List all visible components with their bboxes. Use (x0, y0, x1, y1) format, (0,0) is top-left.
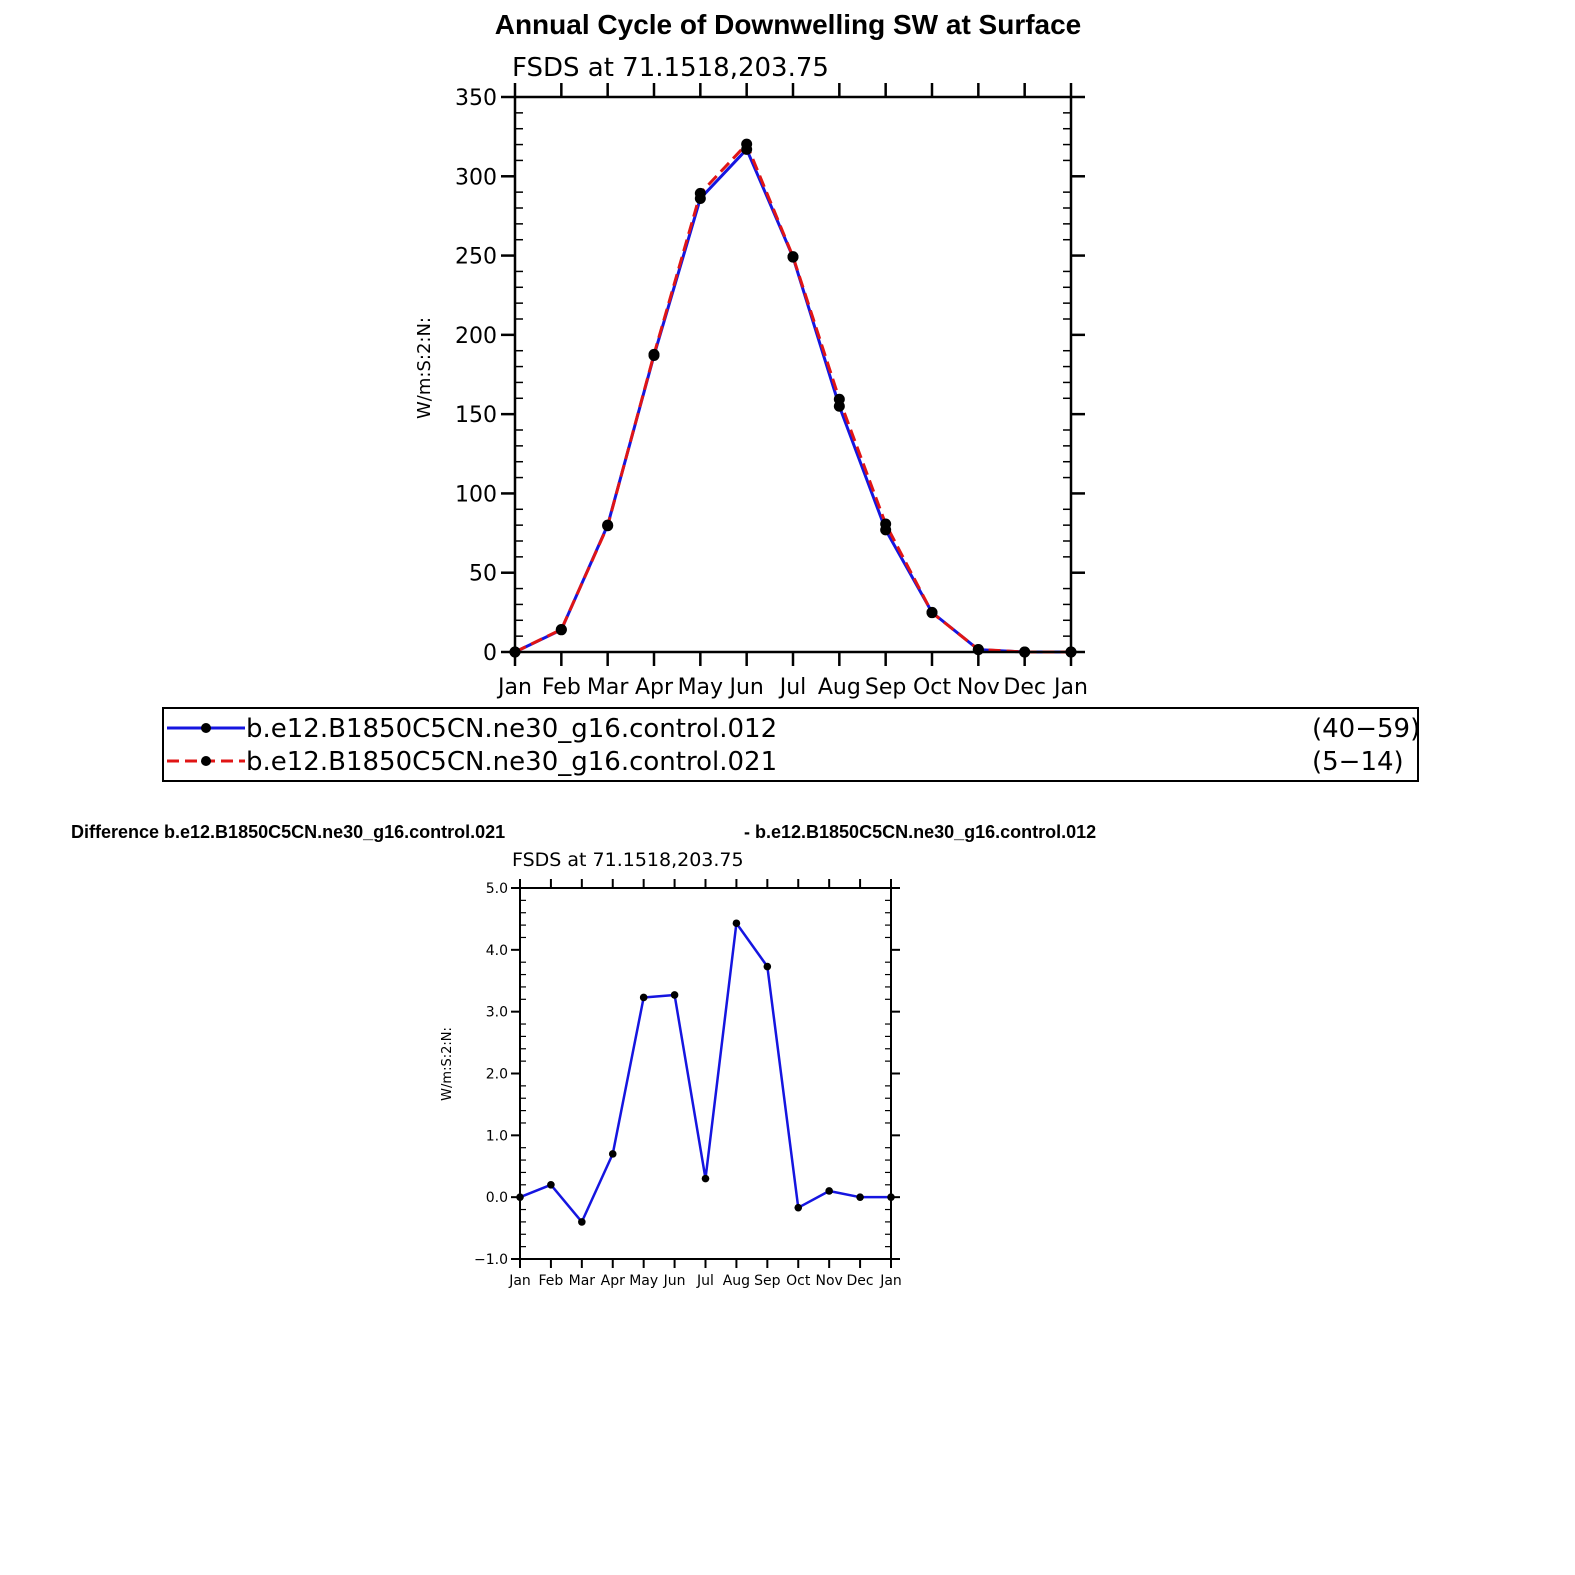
data-point (825, 1187, 833, 1195)
legend-marker-control-021 (201, 756, 211, 766)
data-point (547, 1181, 555, 1189)
series-line-0 (514, 147, 1071, 654)
legend-label-control-012: b.e12.B1850C5CN.ne30_g16.control.012 (246, 714, 777, 744)
data-point (732, 919, 741, 928)
data-point (602, 520, 614, 532)
data-point (639, 993, 648, 1002)
x-tick-label: Jan (879, 1273, 902, 1289)
x-tick-label: Oct (913, 675, 951, 700)
x-tick-label: Mar (569, 1273, 596, 1289)
x-tick-label: Jun (663, 1273, 686, 1289)
difference-subtitle: FSDS at 71.1518,203.75 (512, 849, 744, 871)
y-tick-label: 5.0 (486, 881, 508, 897)
x-tick-label: May (678, 675, 723, 700)
y-tick-label: 200 (455, 324, 497, 349)
y-tick-label: −1.0 (474, 1252, 508, 1268)
x-tick-label: Jul (696, 1273, 714, 1289)
data-point (856, 1193, 864, 1201)
x-tick-label: Apr (601, 1273, 625, 1289)
x-tick-label: Jan (508, 1273, 531, 1289)
x-tick-label: Dec (847, 1273, 874, 1289)
y-tick-label: 1.0 (486, 1128, 508, 1144)
y-tick-label: 250 (455, 245, 497, 270)
series-line-1 (514, 142, 1071, 654)
chart-subtitle: FSDS at 71.1518,203.75 (512, 53, 829, 83)
y-tick-label: 0 (483, 641, 497, 666)
x-tick-label: Sep (754, 1273, 781, 1289)
data-point (794, 1203, 803, 1212)
y-tick-label: 2.0 (486, 1067, 508, 1083)
y-tick-label: 0.0 (486, 1190, 508, 1206)
x-tick-label: Sep (865, 675, 906, 700)
data-point (787, 251, 799, 263)
legend-marker-control-012 (201, 723, 211, 733)
difference-title-right: - b.e12.B1850C5CN.ne30_g16.control.012 (744, 822, 1096, 842)
data-point (694, 187, 706, 199)
x-tick-label: Feb (542, 675, 581, 700)
difference-chart: Difference b.e12.B1850C5CN.ne30_g16.cont… (71, 822, 1096, 1289)
x-tick-label: Nov (957, 675, 1000, 700)
data-point (670, 991, 679, 999)
y-tick-label: 50 (469, 562, 497, 587)
x-tick-label: Jun (727, 675, 763, 700)
chart-title: Annual Cycle of Downwelling SW at Surfac… (495, 9, 1082, 40)
data-point (555, 623, 567, 635)
x-tick-label: Apr (635, 675, 674, 700)
y-axis-label: W/m:S:2:N: (414, 317, 435, 419)
x-tick-label: Nov (816, 1273, 843, 1289)
data-point (578, 1218, 586, 1226)
data-point (763, 962, 772, 971)
y-tick-label: 300 (455, 165, 497, 190)
plot-frame (513, 95, 1073, 654)
x-tick-label: May (629, 1273, 658, 1289)
data-point (926, 607, 938, 619)
data-point (880, 518, 892, 530)
plot-frame (519, 887, 892, 1260)
data-point (741, 138, 753, 150)
annual-cycle-chart: Annual Cycle of Downwelling SW at Surfac… (414, 9, 1088, 700)
legend: b.e12.B1850C5CN.ne30_g16.control.012 (40… (162, 707, 1420, 782)
y-tick-label: 4.0 (486, 943, 508, 959)
legend-box (162, 707, 1419, 782)
x-tick-label: Jan (1052, 675, 1088, 700)
x-tick-label: Aug (723, 1273, 750, 1289)
x-tick-label: Dec (1003, 675, 1046, 700)
difference-title-left: Difference b.e12.B1850C5CN.ne30_g16.cont… (71, 822, 505, 842)
data-point (608, 1150, 617, 1158)
x-tick-label: Oct (786, 1273, 811, 1289)
x-tick-label: Feb (539, 1273, 564, 1289)
difference-y-axis-label: W/m:S:2:N: (440, 1027, 455, 1101)
x-tick-label: Aug (818, 675, 861, 700)
y-tick-label: 350 (455, 86, 497, 111)
data-point (833, 393, 845, 405)
legend-label-control-021: b.e12.B1850C5CN.ne30_g16.control.021 (246, 747, 777, 777)
x-tick-label: Jan (496, 675, 532, 700)
x-tick-label: Jul (778, 675, 807, 700)
legend-years-control-012: (40−59) (1312, 714, 1420, 744)
data-point (701, 1174, 710, 1183)
y-tick-label: 3.0 (486, 1005, 508, 1021)
legend-years-control-021: (5−14) (1312, 747, 1404, 777)
data-point (648, 348, 660, 360)
x-tick-label: Mar (587, 675, 629, 700)
y-tick-label: 150 (455, 403, 497, 428)
y-tick-label: 100 (455, 482, 497, 507)
